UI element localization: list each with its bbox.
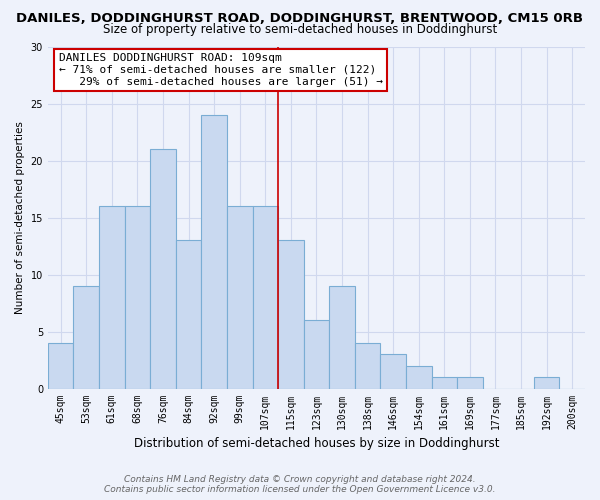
Bar — [73, 286, 99, 388]
Text: DANILES DODDINGHURST ROAD: 109sqm
← 71% of semi-detached houses are smaller (122: DANILES DODDINGHURST ROAD: 109sqm ← 71% … — [59, 54, 383, 86]
Bar — [253, 206, 278, 388]
Bar — [406, 366, 431, 388]
Bar — [99, 206, 125, 388]
Text: DANILES, DODDINGHURST ROAD, DODDINGHURST, BRENTWOOD, CM15 0RB: DANILES, DODDINGHURST ROAD, DODDINGHURST… — [17, 12, 583, 26]
Bar — [125, 206, 150, 388]
Bar — [355, 343, 380, 388]
Bar — [227, 206, 253, 388]
Text: Size of property relative to semi-detached houses in Doddinghurst: Size of property relative to semi-detach… — [103, 22, 497, 36]
Bar — [176, 240, 202, 388]
Y-axis label: Number of semi-detached properties: Number of semi-detached properties — [15, 121, 25, 314]
Text: Contains HM Land Registry data © Crown copyright and database right 2024.
Contai: Contains HM Land Registry data © Crown c… — [104, 474, 496, 494]
Bar — [431, 377, 457, 388]
X-axis label: Distribution of semi-detached houses by size in Doddinghurst: Distribution of semi-detached houses by … — [134, 437, 499, 450]
Bar — [202, 115, 227, 388]
Bar — [304, 320, 329, 388]
Bar — [150, 149, 176, 388]
Bar — [380, 354, 406, 388]
Bar — [48, 343, 73, 388]
Bar — [534, 377, 559, 388]
Bar — [457, 377, 482, 388]
Bar — [278, 240, 304, 388]
Bar — [329, 286, 355, 388]
